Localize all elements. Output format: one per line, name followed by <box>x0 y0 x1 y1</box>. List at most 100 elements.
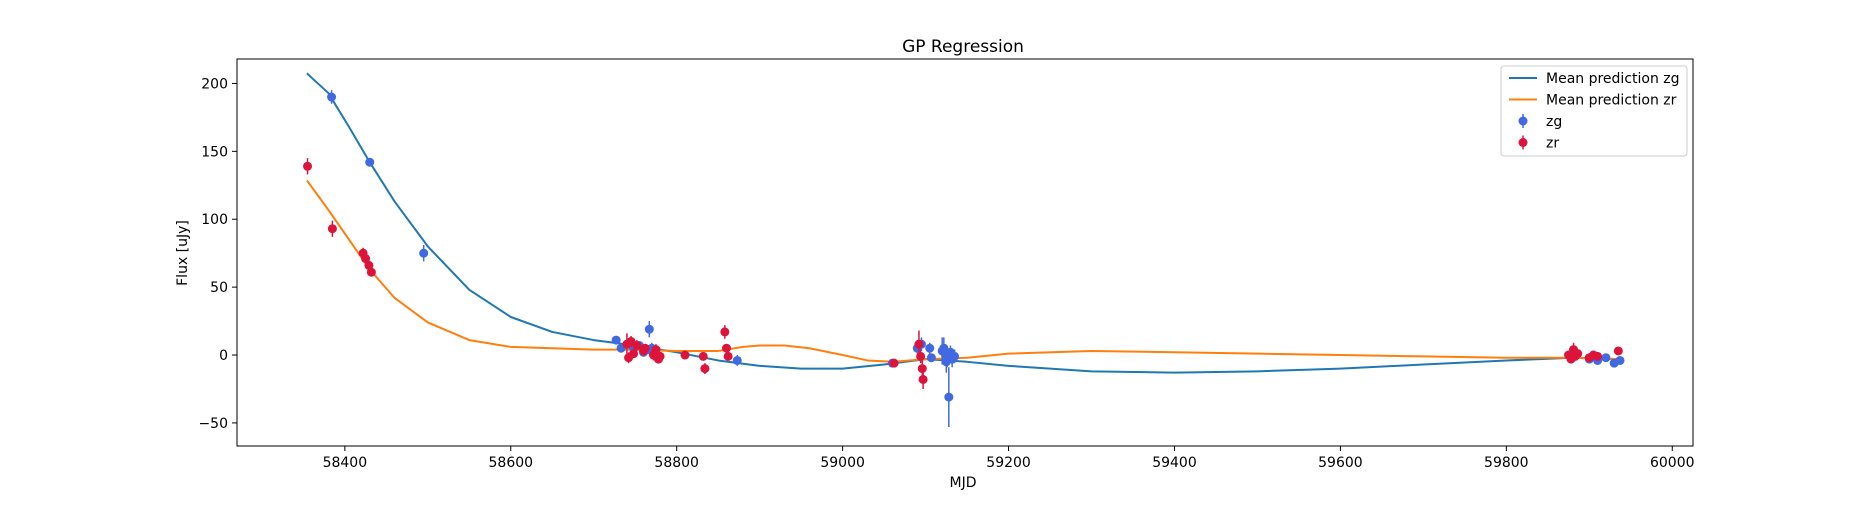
data-point-zg <box>925 342 935 354</box>
x-tick-label: 59000 <box>820 455 865 471</box>
data-point-zg <box>732 355 742 366</box>
legend-item: Mean prediction zg <box>1509 71 1680 87</box>
data-point-zr <box>651 344 661 356</box>
legend-item: Mean prediction zr <box>1509 93 1677 109</box>
x-tick-label: 59400 <box>1152 455 1197 471</box>
y-tick-label: 0 <box>219 348 228 364</box>
data-point-zr <box>366 267 376 277</box>
data-marker <box>364 260 374 270</box>
x-tick-label: 59800 <box>1484 455 1529 471</box>
data-marker <box>1573 349 1583 359</box>
data-point-zg <box>944 367 954 427</box>
legend-label: zr <box>1546 136 1559 152</box>
data-point-zg <box>327 90 337 104</box>
axis-ticks: 58400 58600 58800 59000 59200 59400 59600 59800… <box>198 76 1694 471</box>
data-point-zr <box>640 343 650 353</box>
data-marker <box>611 335 621 345</box>
data-point-zr <box>629 349 639 359</box>
data-point-zg <box>365 157 375 167</box>
data-point-zg <box>926 353 936 363</box>
y-axis-label: Flux [uJy] <box>175 220 191 286</box>
data-marker <box>419 248 429 258</box>
y-tick-label: 200 <box>201 76 228 92</box>
series-line-zg-curve <box>306 72 1620 374</box>
data-point-zr <box>1573 349 1583 359</box>
data-point-zr <box>361 254 371 264</box>
data-marker <box>698 351 708 361</box>
data-point-zg <box>419 245 429 262</box>
data-marker <box>365 157 375 167</box>
data-marker <box>925 343 935 353</box>
x-tick-label: 59600 <box>1318 455 1363 471</box>
data-point-zr <box>916 349 926 364</box>
data-point-zr <box>632 340 642 351</box>
data-point-zr <box>655 351 665 361</box>
data-point-zg <box>1601 353 1611 363</box>
data-marker <box>721 343 731 353</box>
data-point-zg <box>611 335 621 345</box>
data-marker <box>917 364 927 374</box>
data-marker <box>723 351 733 361</box>
data-marker <box>889 358 899 368</box>
legend-marker-swatch <box>1518 138 1528 147</box>
series-line-zr-curve <box>306 180 1620 363</box>
x-tick-label: 59200 <box>986 455 1031 471</box>
data-marker <box>1593 351 1603 361</box>
data-marker <box>680 350 690 360</box>
legend-marker-swatch <box>1518 116 1528 126</box>
data-marker <box>944 392 954 402</box>
axes-frame <box>236 58 1694 447</box>
x-axis-label: MJD <box>950 475 977 491</box>
plot-area <box>303 72 1625 427</box>
data-point-zr <box>364 260 374 270</box>
data-point-zg <box>950 349 960 364</box>
data-point-zr <box>698 351 708 361</box>
data-marker <box>366 267 376 277</box>
data-point-zg <box>1615 355 1625 365</box>
data-point-zr <box>303 158 313 175</box>
data-marker <box>327 224 337 234</box>
data-marker <box>914 339 924 349</box>
data-marker <box>1615 355 1625 365</box>
x-tick-label: 58400 <box>323 455 368 471</box>
data-marker <box>1601 353 1611 363</box>
data-point-zr <box>723 351 733 361</box>
data-point-zr <box>721 343 731 353</box>
data-marker <box>327 92 337 102</box>
data-marker <box>361 254 371 264</box>
legend-item: zg <box>1518 114 1562 130</box>
data-marker <box>651 345 661 355</box>
data-marker <box>303 161 313 171</box>
legend-label: Mean prediction zr <box>1546 93 1677 109</box>
x-tick-label: 58800 <box>654 455 699 471</box>
x-tick-label: 60000 <box>1650 455 1695 471</box>
data-marker <box>732 355 742 365</box>
data-marker <box>629 349 639 359</box>
data-marker <box>700 364 710 374</box>
legend-box <box>1500 65 1688 157</box>
legend: Mean prediction zg Mean prediction zr zg zr <box>1500 65 1688 157</box>
data-marker <box>926 353 936 363</box>
data-marker <box>918 374 928 384</box>
x-tick-label: 58600 <box>489 455 534 471</box>
data-point-zr <box>720 325 730 339</box>
y-tick-label: −50 <box>198 416 228 432</box>
legend-item: zr <box>1518 135 1559 152</box>
data-point-zr <box>1613 346 1623 356</box>
data-point-zr <box>680 350 690 360</box>
data-point-zg <box>644 321 654 338</box>
y-tick-label: 100 <box>201 212 228 228</box>
data-point-zr <box>327 220 337 237</box>
chart-title: GP Regression <box>902 37 1024 57</box>
data-point-zr <box>1593 351 1603 361</box>
data-marker <box>720 327 730 337</box>
data-marker <box>632 341 642 351</box>
data-marker <box>916 351 926 361</box>
legend-label: zg <box>1546 114 1562 130</box>
data-marker <box>1613 346 1623 356</box>
data-point-zr <box>700 363 710 375</box>
data-point-zr <box>918 369 928 389</box>
data-marker <box>640 343 650 353</box>
y-tick-label: 150 <box>201 144 228 160</box>
